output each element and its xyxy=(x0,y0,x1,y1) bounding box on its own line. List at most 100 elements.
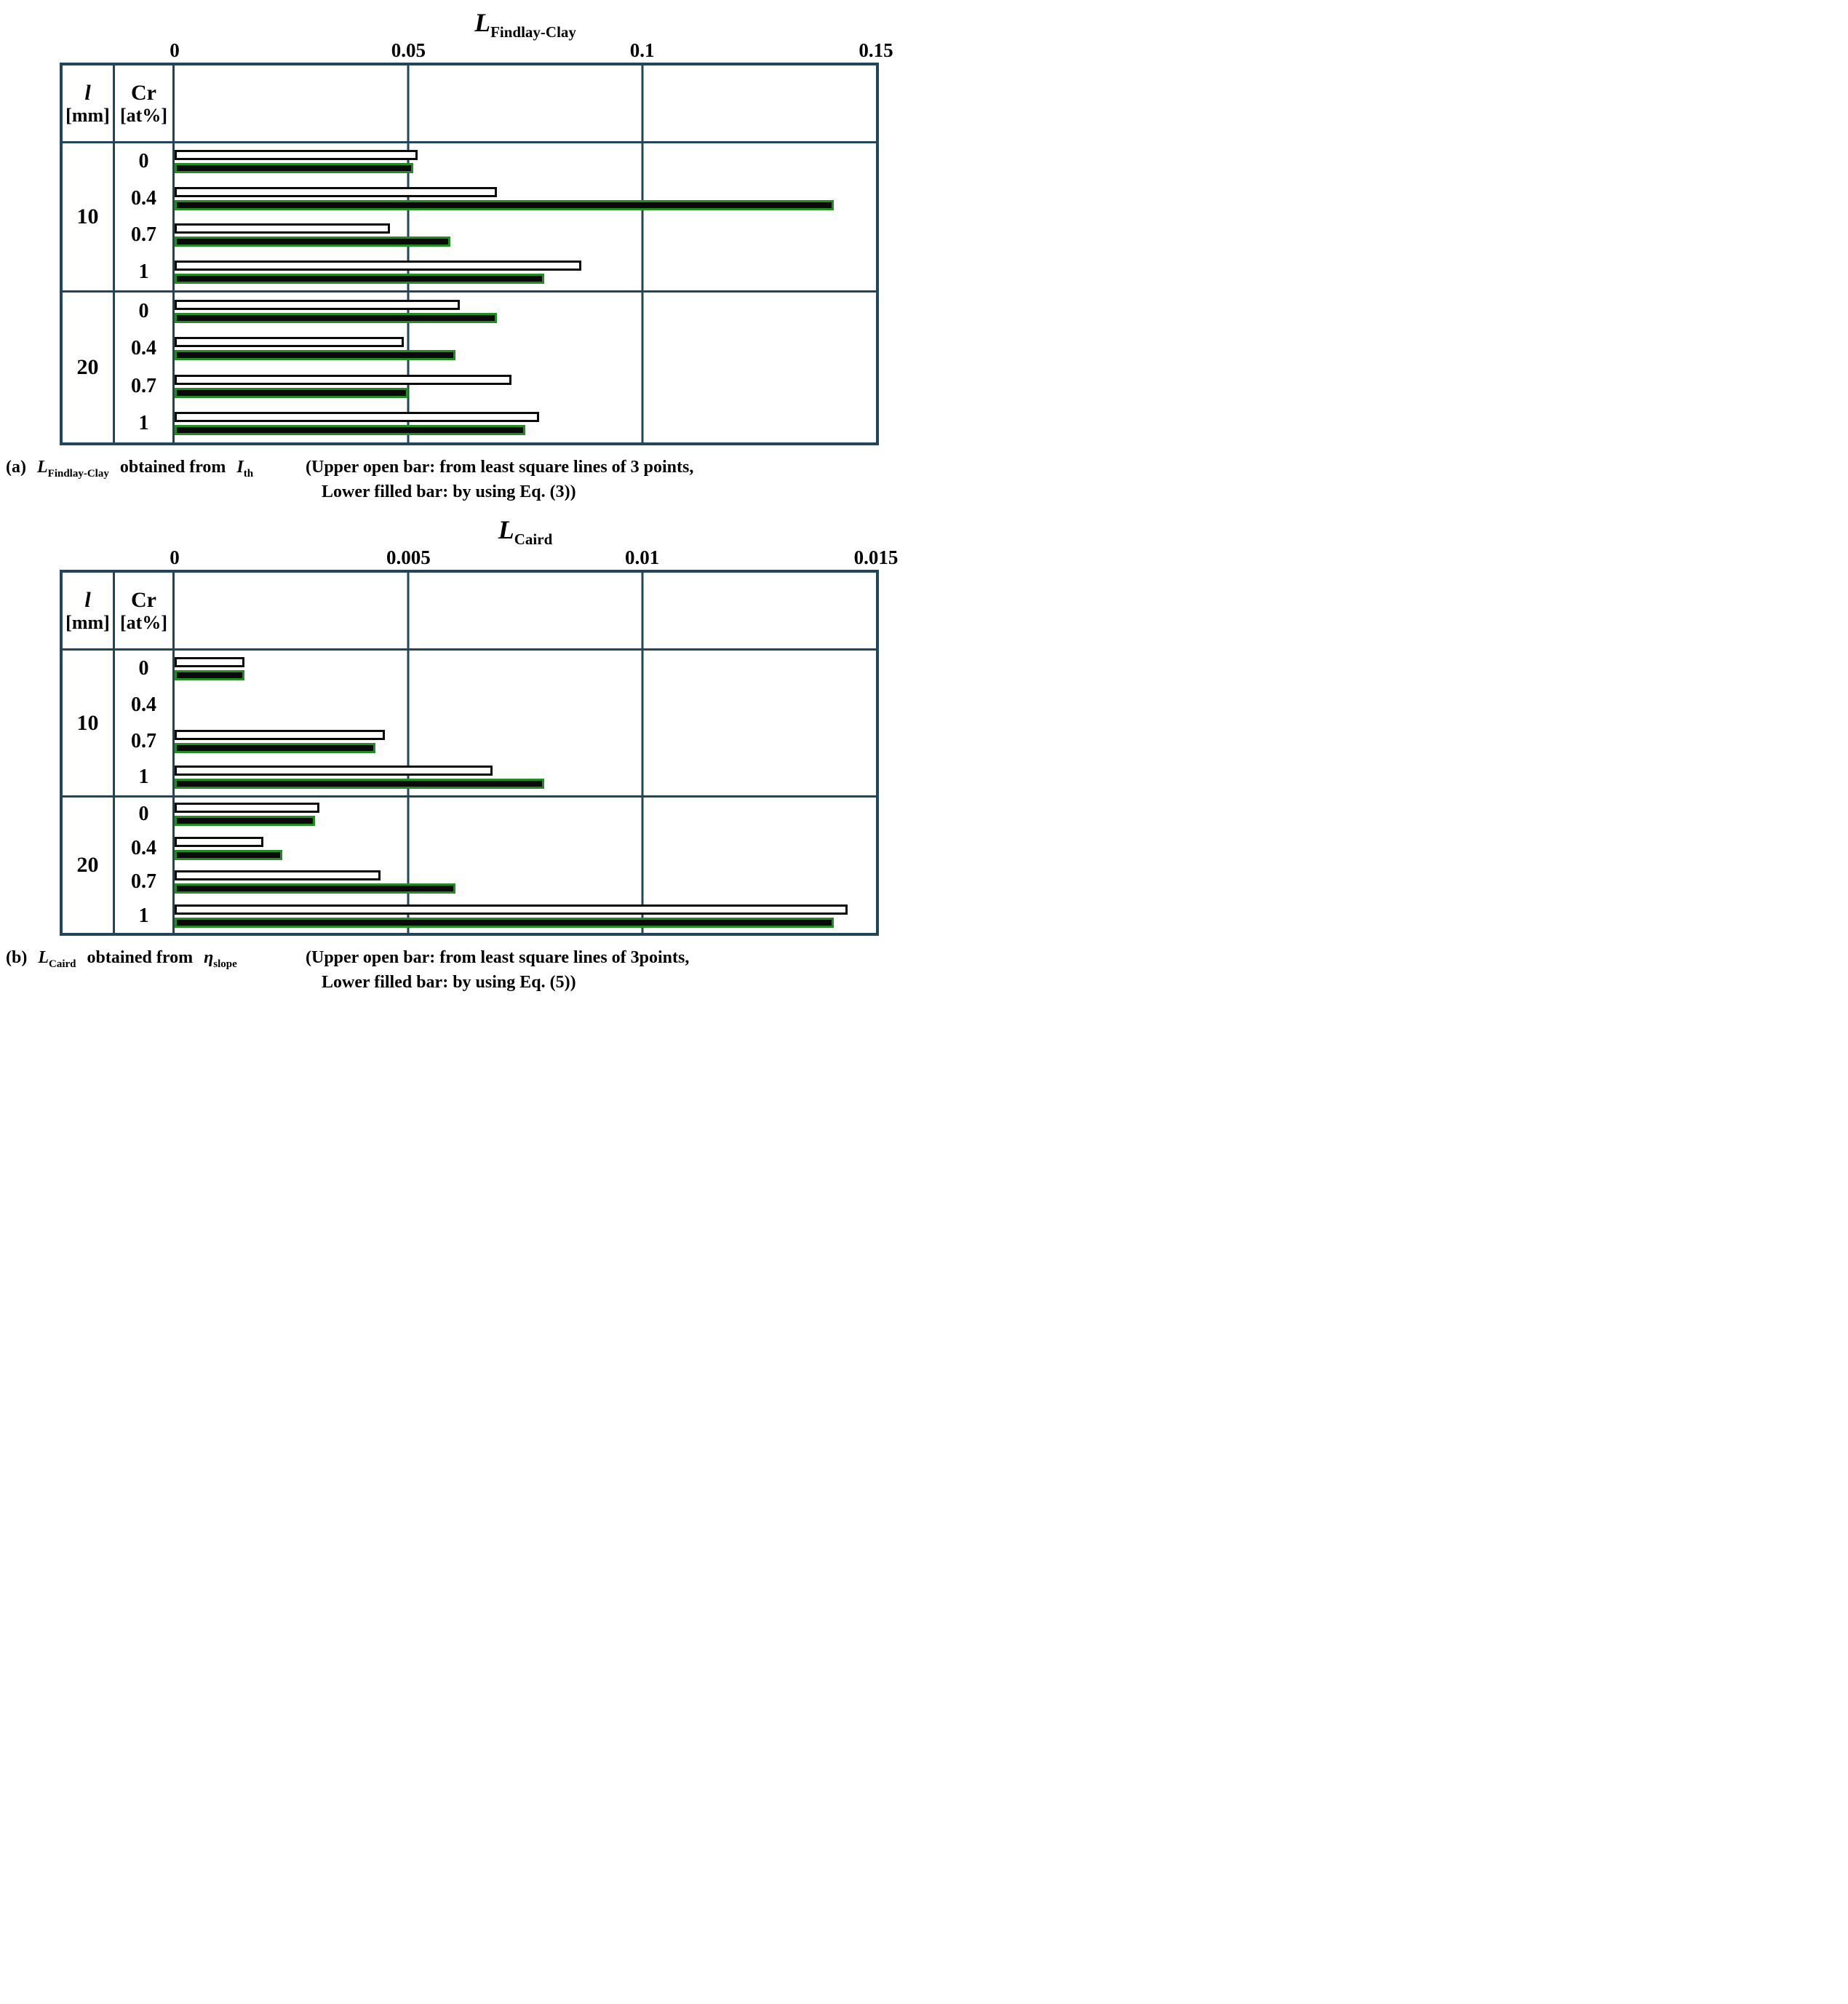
cr-label: 0.7 xyxy=(115,865,175,899)
cr-row: 0 xyxy=(115,798,876,832)
cr-row: 0.7 xyxy=(115,723,876,760)
cr-label: 0 xyxy=(115,651,175,687)
chart-a-title-main: L xyxy=(474,8,491,37)
caption-b-src-main: η xyxy=(204,948,214,968)
bar-pair xyxy=(175,254,876,291)
chart-b-title: LCaird xyxy=(498,514,553,549)
bar-pair xyxy=(175,293,876,330)
bar-filled xyxy=(175,883,455,894)
bar-pair xyxy=(175,180,876,218)
header-l-mm: l [mm] xyxy=(63,65,115,141)
header-l-symbol: l xyxy=(84,587,91,612)
axis-ticks: 0 0.05 0.1 0.15 xyxy=(0,36,924,63)
cr-row: 0.4 xyxy=(115,831,876,866)
cr-row: 0.4 xyxy=(115,330,876,367)
cr-label: 0.7 xyxy=(115,217,175,254)
caption-b-prefix: (b) xyxy=(6,948,28,968)
caption-b-note-line1: (Upper open bar: from least square lines… xyxy=(306,948,690,968)
bar-pair xyxy=(175,687,876,723)
group-rows: 0 0.4 0.7 1 xyxy=(115,798,876,934)
chart-panel-a: LFindlay-Clay 0 0.05 0.1 0.15 l [mm] Cr [at… xyxy=(0,0,924,504)
caption-b-note: (Upper open bar: from least square lines… xyxy=(306,946,689,995)
cr-label: 0 xyxy=(115,798,175,832)
caption-b-note-line2: Lower filled bar: by using Eq. (5)) xyxy=(322,972,576,992)
bar-pair xyxy=(175,798,876,832)
axis-tick-label: 0 xyxy=(170,546,180,569)
cr-label: 0.4 xyxy=(115,180,175,217)
bar-pair xyxy=(175,217,876,254)
cr-row: 0.7 xyxy=(115,217,876,254)
cr-row: 0.7 xyxy=(115,367,876,405)
caption-a-symbol: LFindlay-Clay xyxy=(36,458,109,480)
chart-a-title-sub: Findlay-Clay xyxy=(490,23,576,41)
cr-row: 0 xyxy=(115,651,876,687)
bar-filled xyxy=(175,742,376,753)
bar-pair xyxy=(175,865,876,899)
bar-filled xyxy=(175,312,498,323)
bar-filled xyxy=(175,425,525,436)
bar-open xyxy=(175,870,381,881)
header-l-mm: l [mm] xyxy=(63,573,115,649)
group-rows: 0 0.4 0.7 1 xyxy=(115,651,876,796)
group-label: 20 xyxy=(63,293,115,442)
caption-a-sym-sub: Findlay-Clay xyxy=(47,467,109,480)
axis-tick-label: 0 xyxy=(170,39,180,61)
bar-open xyxy=(175,412,540,423)
axis-tick-label: 0.05 xyxy=(391,39,426,61)
bar-open xyxy=(175,374,511,385)
bar-open xyxy=(175,150,418,161)
caption-b-formula: (b) LCaird obtained from ηslope xyxy=(6,946,306,995)
header-cr-at: Cr [at%] xyxy=(115,65,175,141)
bar-filled xyxy=(175,917,835,928)
caption-a-sym-main: L xyxy=(36,458,48,477)
gridline xyxy=(407,573,410,934)
cr-label: 1 xyxy=(115,405,175,442)
header-cr-symbol: Cr xyxy=(131,587,156,612)
bar-filled xyxy=(175,387,409,398)
bar-open xyxy=(175,299,461,310)
cr-row: 0.4 xyxy=(115,686,876,723)
gridline xyxy=(641,65,644,442)
caption-b-src-sub: slope xyxy=(213,958,237,970)
bar-open xyxy=(175,904,848,915)
cr-row: 0 xyxy=(115,293,876,330)
cr-label: 0 xyxy=(115,143,175,180)
bar-pair xyxy=(175,759,876,795)
bar-open xyxy=(175,186,498,197)
caption-b-symbol: LCaird xyxy=(38,948,76,970)
caption-a-src-main: I xyxy=(236,458,244,477)
bar-pair xyxy=(175,899,876,934)
bar-pair xyxy=(175,723,876,760)
axis-tick-label: 0.015 xyxy=(853,546,899,569)
header-cr-unit: [at%] xyxy=(120,612,167,634)
group-label: 20 xyxy=(63,798,115,934)
header-cr-unit: [at%] xyxy=(120,105,167,127)
bar-filled xyxy=(175,163,413,174)
caption-a-formula: (a) LFindlay-Clay obtained from Ith xyxy=(6,456,306,504)
bar-pair xyxy=(175,832,876,866)
header-l-symbol: l xyxy=(84,80,91,105)
cr-label: 1 xyxy=(115,899,175,934)
bar-filled xyxy=(175,779,544,790)
bar-filled xyxy=(175,350,455,361)
cr-label: 0.7 xyxy=(115,367,175,405)
caption-b: (b) LCaird obtained from ηslope (Upper o… xyxy=(6,946,924,995)
caption-a-note-line2: Lower filled bar: by using Eq. (3)) xyxy=(322,482,576,501)
caption-a-note-line1: (Upper open bar: from least square lines… xyxy=(306,458,694,477)
cr-label: 1 xyxy=(115,759,175,796)
cr-row: 0 xyxy=(115,143,876,180)
cr-row: 0.7 xyxy=(115,865,876,899)
group-rows: 0 0.4 0.7 1 xyxy=(115,143,876,290)
l-group-10: 10 0 0.4 0.7 1 xyxy=(63,143,876,290)
bar-pair xyxy=(175,651,876,687)
bar-filled xyxy=(175,849,282,860)
group-label: 10 xyxy=(63,143,115,290)
cr-label: 1 xyxy=(115,253,175,290)
l-group-20: 20 0 0.4 0.7 1 xyxy=(63,795,876,934)
cr-label: 0.7 xyxy=(115,723,175,760)
caption-a: (a) LFindlay-Clay obtained from Ith (Upp… xyxy=(6,456,924,504)
caption-b-sym-main: L xyxy=(38,948,49,968)
gridline xyxy=(641,573,644,934)
plot-area-header xyxy=(175,65,876,141)
cr-label: 0.4 xyxy=(115,831,175,866)
